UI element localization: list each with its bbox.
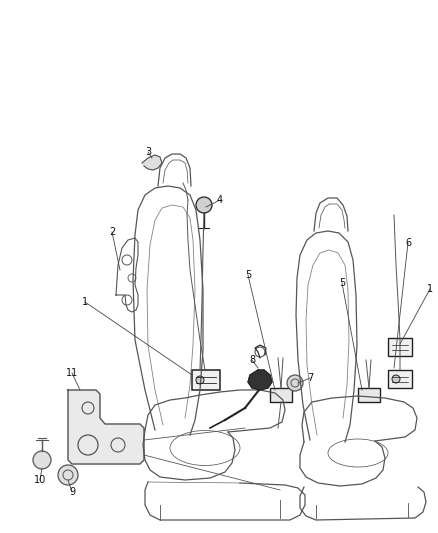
Polygon shape — [68, 390, 144, 464]
FancyBboxPatch shape — [388, 338, 412, 356]
Polygon shape — [248, 370, 272, 390]
Text: 1: 1 — [82, 297, 88, 307]
Circle shape — [392, 375, 400, 383]
Text: 5: 5 — [245, 270, 251, 280]
Text: 7: 7 — [307, 373, 313, 383]
Circle shape — [33, 451, 51, 469]
FancyBboxPatch shape — [358, 388, 380, 402]
Text: 5: 5 — [339, 278, 345, 288]
Text: 1: 1 — [427, 284, 433, 294]
Text: 8: 8 — [249, 355, 255, 365]
Text: 11: 11 — [66, 368, 78, 378]
Circle shape — [287, 375, 303, 391]
Polygon shape — [142, 155, 162, 170]
Text: 4: 4 — [217, 195, 223, 205]
FancyBboxPatch shape — [192, 370, 220, 390]
Circle shape — [196, 197, 212, 213]
FancyBboxPatch shape — [270, 388, 292, 402]
Text: 9: 9 — [69, 487, 75, 497]
Text: 10: 10 — [34, 475, 46, 485]
Text: 2: 2 — [109, 227, 115, 237]
FancyBboxPatch shape — [388, 370, 412, 388]
Circle shape — [58, 465, 78, 485]
Circle shape — [196, 376, 204, 384]
Text: 3: 3 — [145, 147, 151, 157]
Text: 6: 6 — [405, 238, 411, 248]
